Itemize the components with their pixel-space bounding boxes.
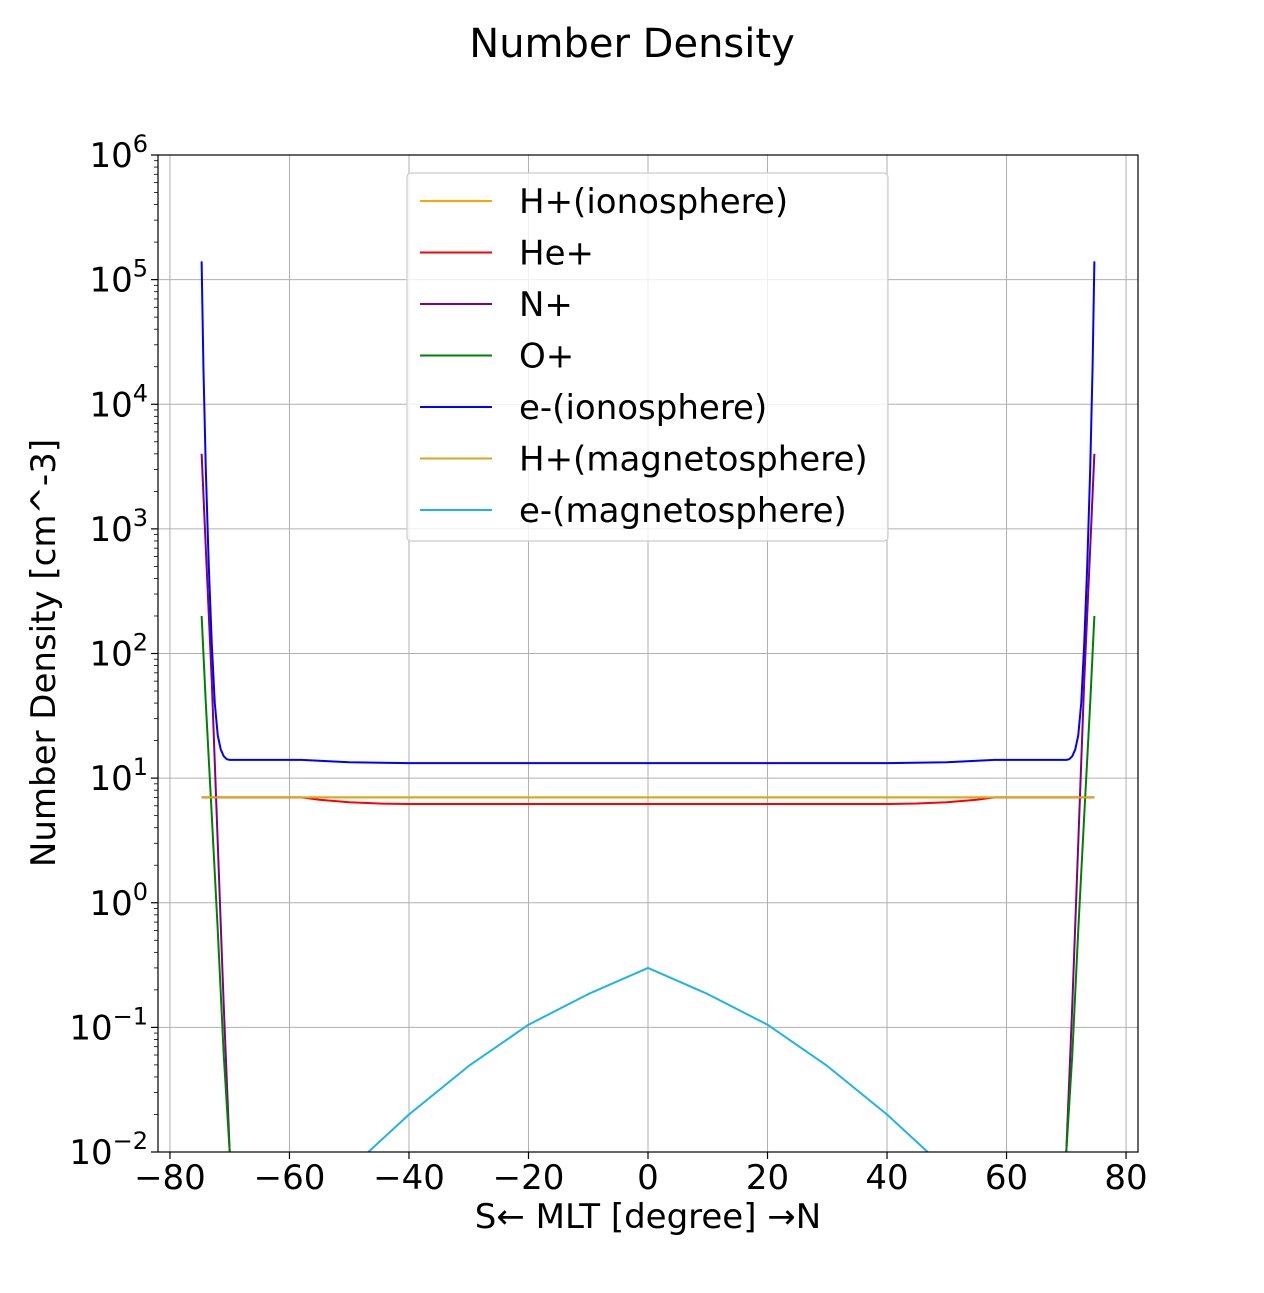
- series-line-e-ionosphere: [200, 261, 1096, 765]
- x-tick-label: −80: [134, 1158, 206, 1198]
- x-tick-label: 0: [637, 1158, 659, 1198]
- series-line-he: [201, 796, 1095, 805]
- y-axis-label: Number Density [cm^-3]: [24, 439, 64, 867]
- legend-label-e-magnetosphere: e-(magnetosphere): [519, 491, 847, 531]
- y-tick-label: 105: [89, 255, 148, 301]
- series-line-n: [200, 453, 1096, 1152]
- y-tick-label: 106: [89, 130, 148, 176]
- y-tick-label: 101: [89, 753, 148, 799]
- x-tick-label: −20: [493, 1158, 565, 1198]
- y-tick-label: 100: [89, 878, 148, 924]
- x-tick-label: −40: [373, 1158, 445, 1198]
- x-axis-label: S← MLT [degree] →N: [475, 1197, 821, 1237]
- x-tick-label: 40: [865, 1158, 908, 1198]
- chart-title: Number Density: [469, 21, 794, 67]
- series-line-e-magnetosphere: [366, 966, 930, 1152]
- y-tick-label: 10−2: [69, 1127, 148, 1173]
- legend-label-o: O+: [519, 337, 574, 377]
- legend: H+(ionosphere) He+ N+ O+ e-(ionosphere) H+(ma…: [406, 172, 889, 542]
- y-axis-ticks: 10−2 10−1 100 101 102 103 104 105 106: [69, 130, 158, 1173]
- y-tick-label: 103: [89, 504, 148, 550]
- x-tick-label: 20: [746, 1158, 789, 1198]
- series-layer: [200, 261, 1096, 1152]
- y-tick-label: 10−1: [69, 1002, 148, 1048]
- y-tick-label: 102: [89, 629, 148, 675]
- legend-label-he: He+: [519, 234, 594, 274]
- legend-label-e-ionosphere: e-(ionosphere): [519, 388, 767, 428]
- legend-label-h-ionosphere: H+(ionosphere): [519, 182, 788, 222]
- series-line-o: [200, 615, 1096, 1152]
- legend-box: [406, 172, 889, 542]
- legend-label-h-magnetosphere: H+(magnetosphere): [519, 440, 868, 480]
- x-axis-ticks: −80 −60 −40 −20 0 20 40 60 80: [134, 1152, 1148, 1198]
- x-tick-label: −60: [254, 1158, 326, 1198]
- legend-label-n: N+: [519, 285, 573, 325]
- x-tick-label: 60: [985, 1158, 1028, 1198]
- y-tick-label: 104: [89, 379, 148, 425]
- x-tick-label: 80: [1104, 1158, 1147, 1198]
